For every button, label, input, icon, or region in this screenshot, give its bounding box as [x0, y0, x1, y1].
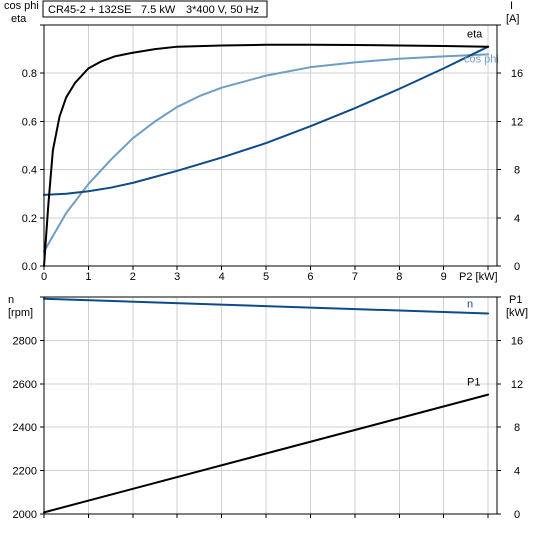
top-left-tick-label: 0.6	[22, 116, 37, 128]
bottom-right-axis-title-line2: [kW]	[506, 307, 528, 319]
top-x-tick-label: 7	[352, 271, 358, 283]
top-x-tick-label: 5	[263, 271, 269, 283]
header-box	[42, 0, 268, 18]
speed-curve	[43, 297, 490, 315]
top-left-tick-label: 0.8	[22, 68, 37, 80]
top-x-axis-title: P2 [kW]	[459, 271, 498, 283]
top-x-tick-label: 2	[130, 271, 136, 283]
eta-series-label: eta	[467, 29, 483, 41]
bottom-right-tick-label: 4	[514, 466, 520, 478]
top-x-tick-label: 3	[174, 271, 180, 283]
bottom-right-axis-title-line1: P1	[509, 294, 522, 306]
top-left-tick-label: 0.2	[22, 213, 37, 225]
top-x-tick-label: 1	[85, 271, 91, 283]
top-right-tick-label: 12	[511, 116, 523, 128]
top-x-tick-label: 6	[307, 271, 313, 283]
cos-phi-series-label: cos phi	[464, 53, 499, 65]
cos-phi-curve	[43, 53, 490, 253]
bottom-right-tick-label: 0	[514, 509, 520, 521]
top-left-axis-title-line1: cos phi	[4, 0, 39, 12]
speed-series-label: n	[467, 298, 473, 310]
top-right-tick-label: 16	[511, 68, 523, 80]
top-left-tick-label: 0.0	[22, 261, 37, 273]
curve-layer	[43, 43, 490, 514]
bottom-right-tick-label: 16	[511, 335, 523, 347]
bottom-left-tick-label: 2800	[13, 335, 37, 347]
header-supply: 3*400 V, 50 Hz	[186, 4, 259, 16]
bottom-plot-frame	[43, 296, 498, 515]
bottom-left-axis-title-line1: n	[8, 294, 14, 306]
bottom-left-tick-label: 2600	[13, 379, 37, 391]
bottom-right-tick-label: 12	[511, 379, 523, 391]
header-model: CR45-2 + 132SE	[48, 4, 131, 16]
top-x-tick-label: 4	[219, 271, 225, 283]
top-x-tick-label: 8	[396, 271, 402, 283]
p1-series-label: P1	[467, 377, 480, 389]
top-x-tick-label: 0	[41, 271, 47, 283]
p1-curve	[43, 393, 490, 514]
grid-layer	[40, 24, 501, 518]
top-plot-frame	[43, 24, 498, 267]
top-right-tick-label: 8	[514, 165, 520, 177]
bottom-right-tick-label: 8	[514, 422, 520, 434]
current-curve	[43, 45, 490, 196]
bottom-left-tick-label: 2400	[13, 422, 37, 434]
top-left-tick-label: 0.4	[22, 165, 37, 177]
eta-curve	[43, 43, 490, 267]
label-layer: 0.00.20.40.60.80481216200022002400260028…	[13, 29, 524, 521]
top-right-tick-label: 4	[514, 213, 520, 225]
header-power: 7.5 kW	[141, 4, 176, 16]
top-right-tick-label: 0	[514, 261, 520, 273]
bottom-left-axis-title-line2: [rpm]	[8, 307, 33, 319]
top-right-axis-title-line2: [A]	[506, 13, 519, 25]
bottom-left-tick-label: 2000	[13, 509, 37, 521]
top-left-axis-title-line2: eta	[11, 13, 27, 25]
bottom-left-tick-label: 2200	[13, 466, 37, 478]
top-right-axis-title-line1: I	[510, 0, 513, 12]
top-x-tick-label: 9	[441, 271, 447, 283]
